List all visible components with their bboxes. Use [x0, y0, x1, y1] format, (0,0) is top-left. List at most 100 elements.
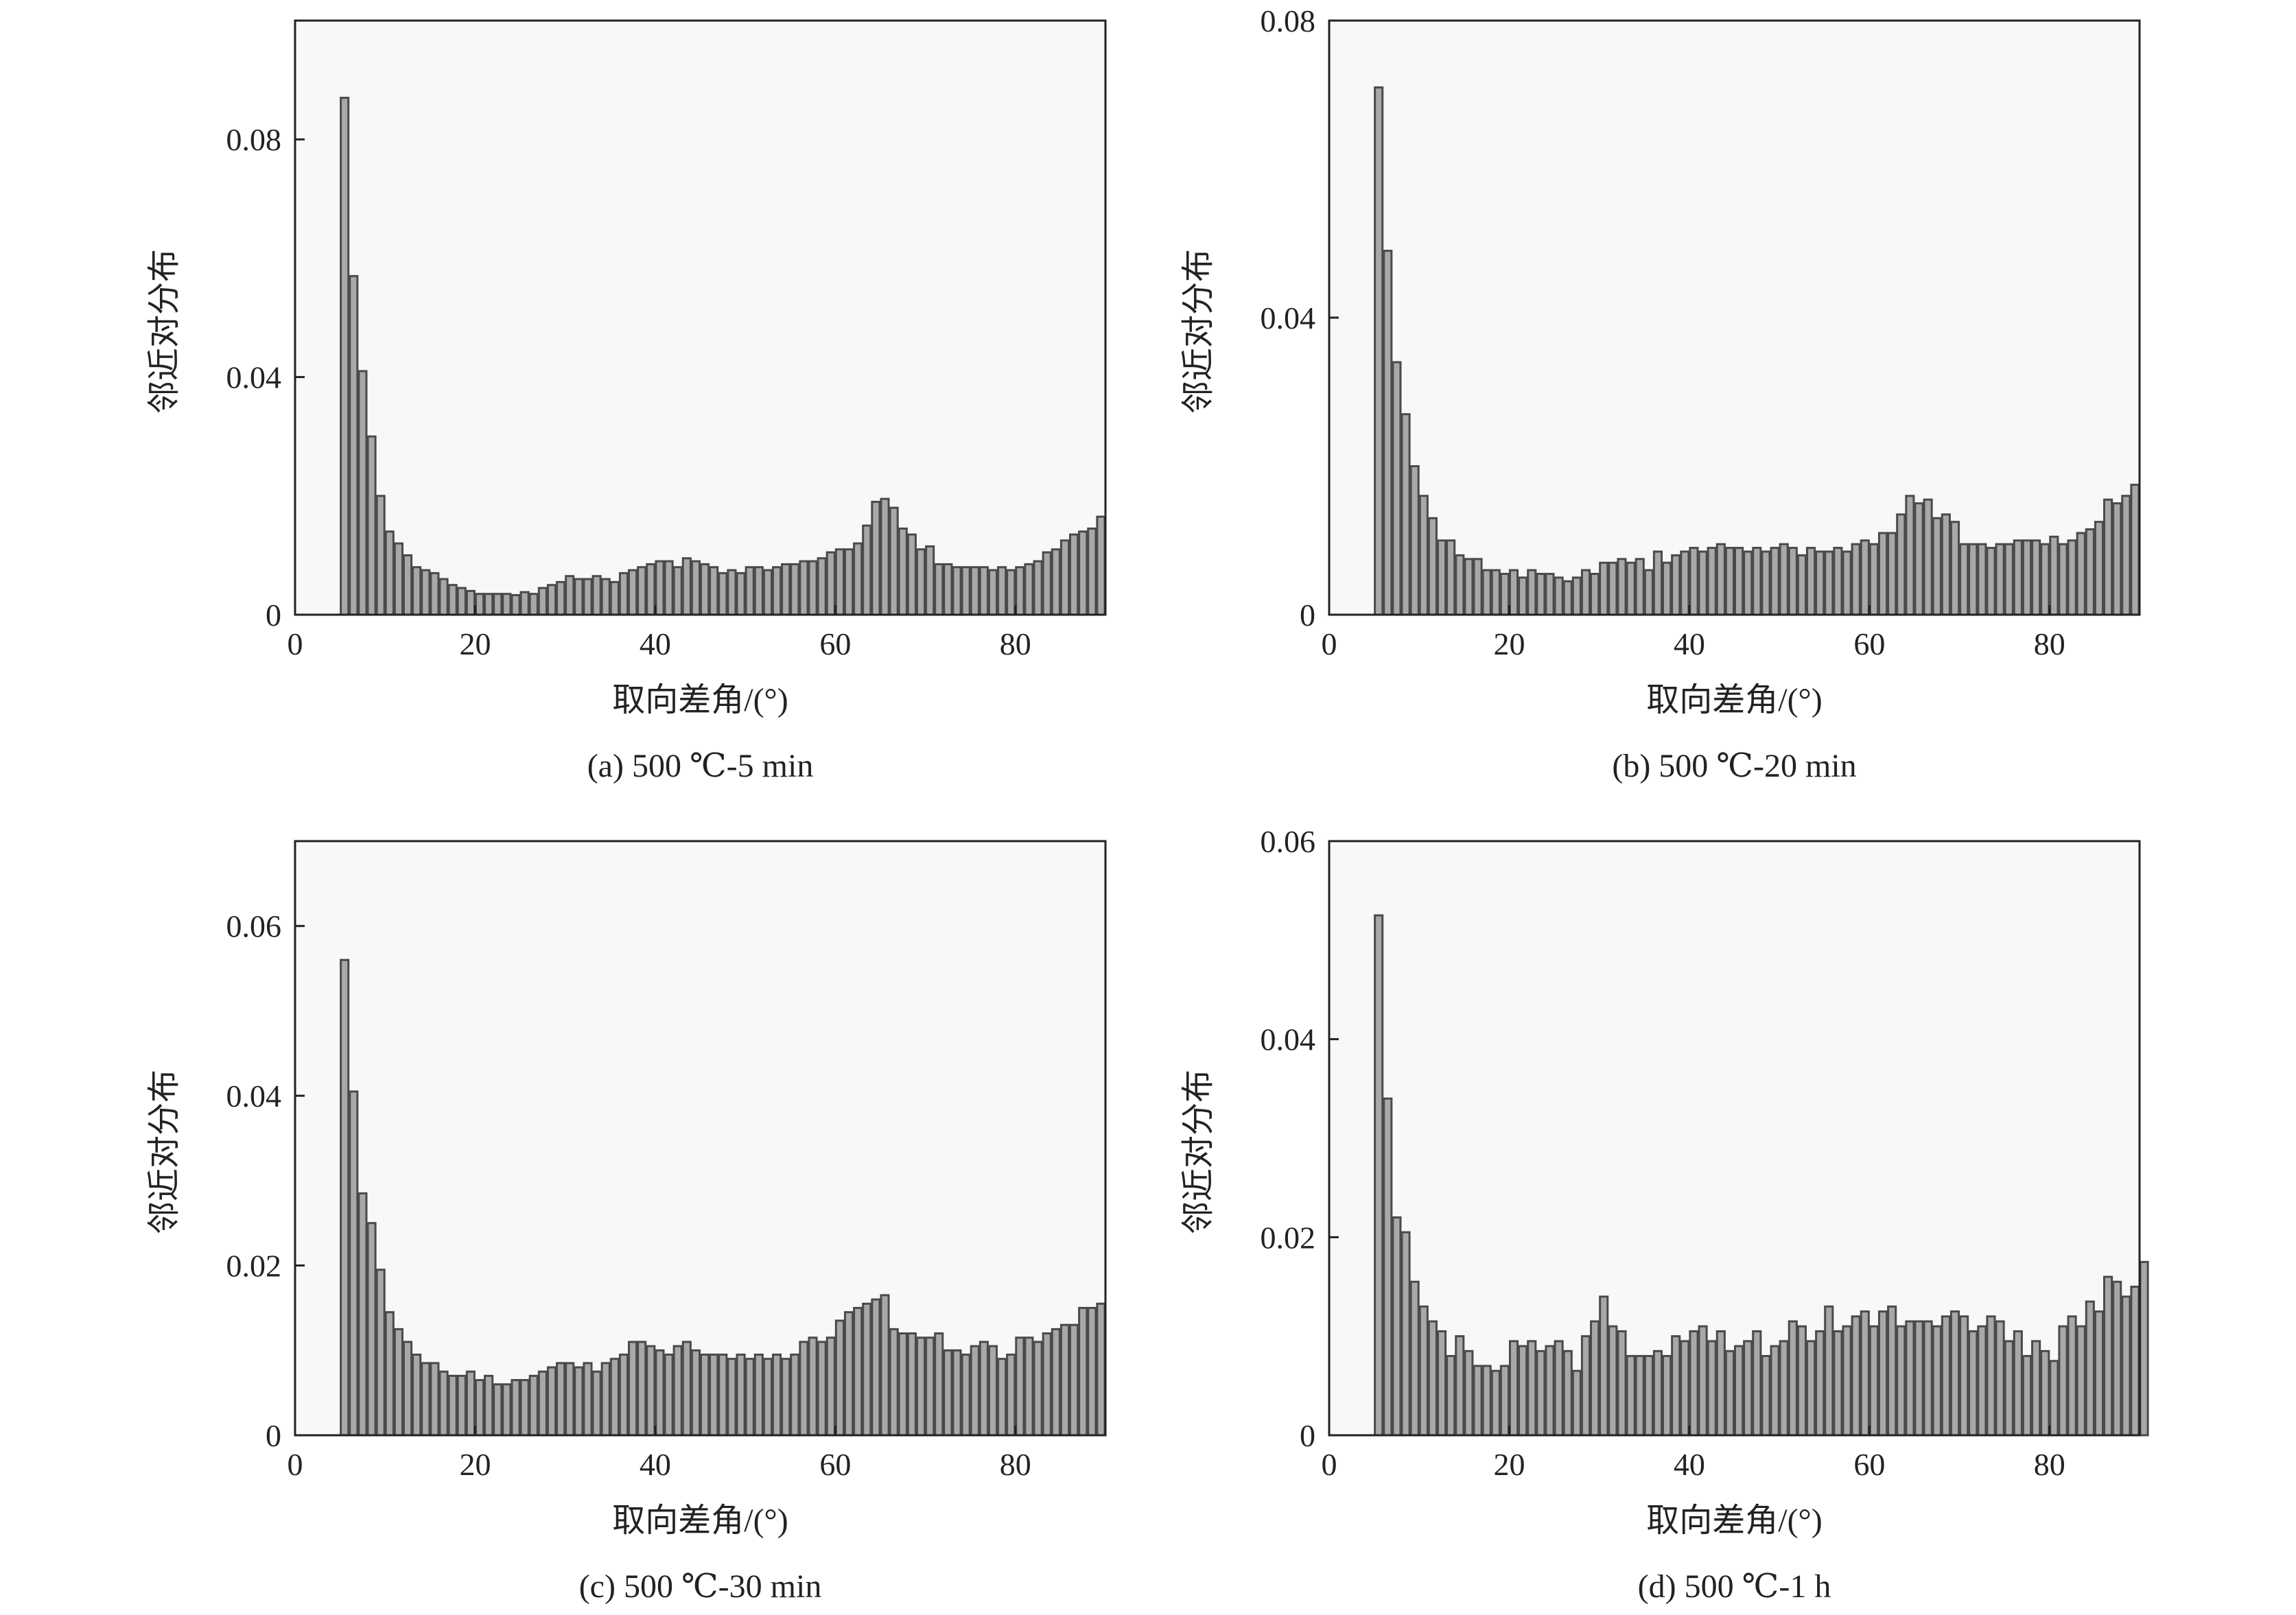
histogram-bar [979, 1341, 989, 1437]
histogram-bar [690, 1349, 701, 1437]
histogram-bar [1481, 569, 1492, 616]
histogram-bar [799, 1341, 809, 1437]
histogram-bar [771, 566, 782, 616]
histogram-bar [1518, 576, 1528, 616]
histogram-bar [600, 578, 611, 616]
histogram-bar [1590, 572, 1600, 616]
histogram-bar [349, 274, 359, 616]
histogram-bar [340, 97, 350, 616]
histogram-bar [1401, 413, 1411, 616]
histogram-bar [1059, 1323, 1070, 1437]
histogram-bar [1788, 547, 1798, 616]
x-tick-label: 60 [819, 1447, 851, 1482]
histogram-bar [1464, 558, 1474, 616]
histogram-bar [1743, 1340, 1753, 1437]
histogram-bar [565, 575, 575, 616]
histogram-bar [1042, 1332, 1052, 1437]
chart-caption: (c) 500 ℃-30 min [579, 1568, 822, 1605]
histogram-bar [718, 1353, 728, 1437]
histogram-bar [853, 542, 863, 616]
y-tick-label: 0.04 [1261, 300, 1316, 335]
histogram-bar [2031, 539, 2041, 616]
histogram-bar [1914, 502, 1924, 616]
histogram-bar [862, 1302, 872, 1437]
histogram-bar [1374, 914, 1384, 1437]
histogram-bar [447, 1374, 458, 1437]
x-tick-label: 60 [1853, 626, 1885, 661]
histogram-bar [898, 1332, 908, 1437]
histogram-bar [1499, 1365, 1510, 1437]
x-tick-label: 40 [1674, 1447, 1705, 1482]
x-tick-label: 40 [640, 1447, 671, 1482]
histogram-bar [646, 563, 656, 616]
histogram-bar [1977, 543, 1987, 616]
histogram-bar [2049, 1360, 2059, 1437]
histogram-bar [1662, 1355, 1672, 1437]
histogram-bar [628, 1341, 638, 1437]
histogram-bar [1481, 1365, 1492, 1437]
y-tick-label: 0.02 [1261, 1220, 1316, 1255]
histogram-bar [817, 1341, 827, 1437]
histogram-bar [1752, 547, 1762, 616]
histogram-bar [600, 1362, 611, 1437]
histogram-bar [871, 500, 881, 616]
histogram-bar [664, 560, 674, 616]
histogram-bar [1959, 543, 1969, 616]
histogram-bar [1796, 554, 1807, 616]
histogram-bar [1608, 1325, 1618, 1437]
histogram-bar [2031, 1340, 2041, 1437]
histogram-bar [546, 1366, 557, 1437]
histogram-bar [1779, 1340, 1789, 1437]
histogram-bar [1051, 548, 1061, 616]
histogram-bar [736, 1353, 746, 1437]
x-tick-label: 60 [1853, 1447, 1885, 1482]
histogram-bar [1436, 1330, 1447, 1437]
histogram-bar [2112, 502, 2122, 616]
histogram-bar [987, 1345, 998, 1437]
histogram-bar [1635, 1355, 1645, 1437]
y-tick-label: 0 [266, 598, 281, 633]
histogram-bar [1968, 543, 1978, 616]
histogram-bar [1949, 1310, 1960, 1437]
histogram-bar [790, 1353, 800, 1437]
y-axis-label: 邻近对分布 [146, 1070, 183, 1234]
histogram-bar [2103, 498, 2113, 616]
histogram-bar [1959, 1315, 1969, 1437]
histogram-bar [456, 587, 467, 616]
histogram-bar [2013, 539, 2023, 616]
histogram-bar [1851, 1315, 1861, 1437]
histogram-bar [1724, 547, 1735, 616]
histogram-bar [1842, 1325, 1852, 1437]
histogram-bar [1680, 1340, 1690, 1437]
histogram-bar [1617, 1330, 1627, 1437]
histogram-bar [1580, 1335, 1591, 1437]
histogram-bar [421, 1362, 431, 1437]
histogram-bar [609, 1358, 620, 1437]
y-tick-label: 0 [266, 1418, 281, 1453]
histogram-bar [1499, 572, 1510, 616]
histogram-bar [474, 593, 485, 616]
histogram-bar [1932, 1325, 1942, 1437]
histogram-bar [1590, 1320, 1600, 1437]
histogram-bar [502, 1383, 512, 1437]
histogram-bar [1033, 1341, 1043, 1437]
histogram-bar [1805, 1340, 1816, 1437]
chart-panel-a: 0 20 40 60 80 0 0.04 0.08 取向差角/(°) 邻近对分布 (a) 500 ℃… [146, 19, 1107, 784]
histogram-bar [484, 593, 494, 616]
histogram-bar [1455, 1335, 1465, 1437]
histogram-bar [556, 580, 566, 616]
histogram-bar [781, 1358, 791, 1437]
histogram-bar [1096, 515, 1106, 616]
histogram-bar [2130, 1286, 2140, 1437]
histogram-bar [889, 506, 899, 616]
histogram-bar [915, 1336, 926, 1437]
histogram-bar [943, 563, 953, 616]
histogram-bar [961, 566, 971, 616]
y-tick-label: 0.04 [1261, 1022, 1316, 1057]
histogram-bar [438, 578, 449, 616]
histogram-bar [655, 1349, 665, 1437]
plot-area [295, 841, 1105, 1435]
histogram-bar [2022, 1355, 2033, 1437]
y-tick-label: 0.08 [1261, 3, 1316, 38]
y-tick-label: 0 [1300, 1418, 1315, 1453]
